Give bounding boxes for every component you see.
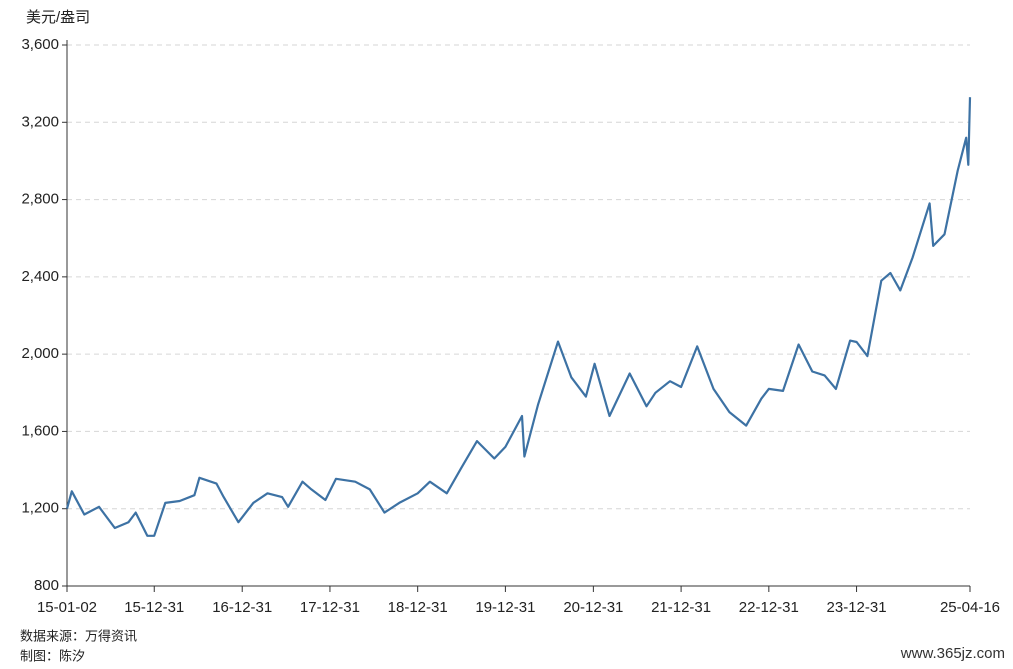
y-tick-label: 800 [34, 577, 59, 594]
x-tick-label: 20-12-31 [563, 599, 623, 616]
x-tick-label: 25-04-16 [940, 599, 1000, 616]
x-tick-label: 19-12-31 [475, 599, 535, 616]
x-tick-label: 22-12-31 [739, 599, 799, 616]
y-tick-label: 2,000 [21, 345, 59, 362]
y-axis-unit: 美元/盎司 [26, 9, 90, 26]
y-tick-label: 2,800 [21, 191, 59, 208]
y-tick-label: 3,600 [21, 36, 59, 53]
watermark: www.365jz.com [900, 645, 1005, 662]
x-tick-label: 15-12-31 [124, 599, 184, 616]
x-tick-label: 16-12-31 [212, 599, 272, 616]
y-tick-label: 2,400 [21, 268, 59, 285]
maker-note: 制图：陈汐 [20, 648, 85, 663]
x-tick-label: 18-12-31 [388, 599, 448, 616]
y-tick-label: 3,200 [21, 113, 59, 130]
price-line [65, 97, 972, 537]
y-tick-label: 1,200 [21, 500, 59, 517]
x-tick-label: 17-12-31 [300, 599, 360, 616]
x-tick-label: 23-12-31 [827, 599, 887, 616]
x-tick-label: 21-12-31 [651, 599, 711, 616]
x-tick-label: 15-01-02 [37, 599, 97, 616]
y-tick-label: 1,600 [21, 422, 59, 439]
source-note: 数据来源：万得资讯 [20, 628, 137, 643]
